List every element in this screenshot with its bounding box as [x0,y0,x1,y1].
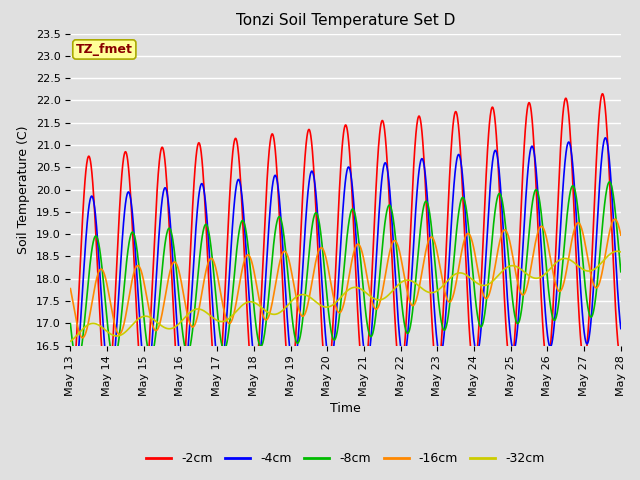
Title: Tonzi Soil Temperature Set D: Tonzi Soil Temperature Set D [236,13,455,28]
Text: TZ_fmet: TZ_fmet [76,43,132,56]
Legend: -2cm, -4cm, -8cm, -16cm, -32cm: -2cm, -4cm, -8cm, -16cm, -32cm [141,447,550,470]
Y-axis label: Soil Temperature (C): Soil Temperature (C) [17,125,30,254]
X-axis label: Time: Time [330,402,361,415]
